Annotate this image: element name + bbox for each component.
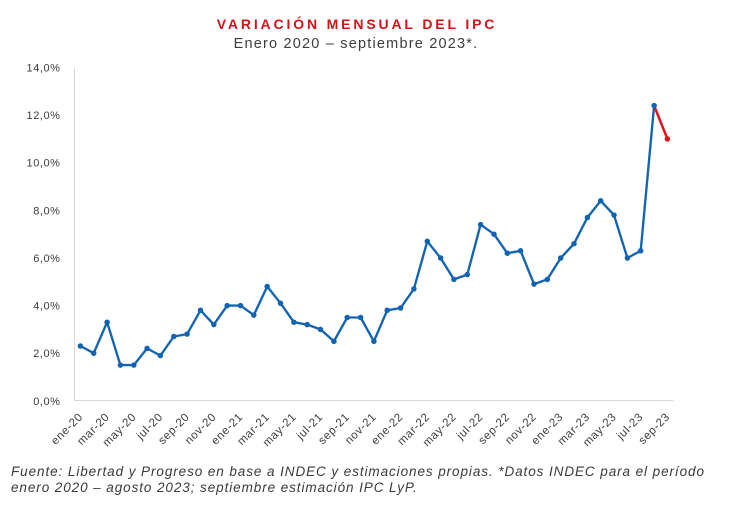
svg-text:4,0%: 4,0%	[33, 301, 60, 313]
svg-text:10,0%: 10,0%	[27, 158, 61, 170]
svg-text:6,0%: 6,0%	[33, 253, 60, 265]
svg-text:0,0%: 0,0%	[33, 396, 60, 408]
svg-text:12,0%: 12,0%	[27, 110, 61, 122]
svg-text:2,0%: 2,0%	[33, 348, 60, 360]
svg-text:14,0%: 14,0%	[27, 63, 61, 75]
svg-text:8,0%: 8,0%	[33, 205, 60, 217]
